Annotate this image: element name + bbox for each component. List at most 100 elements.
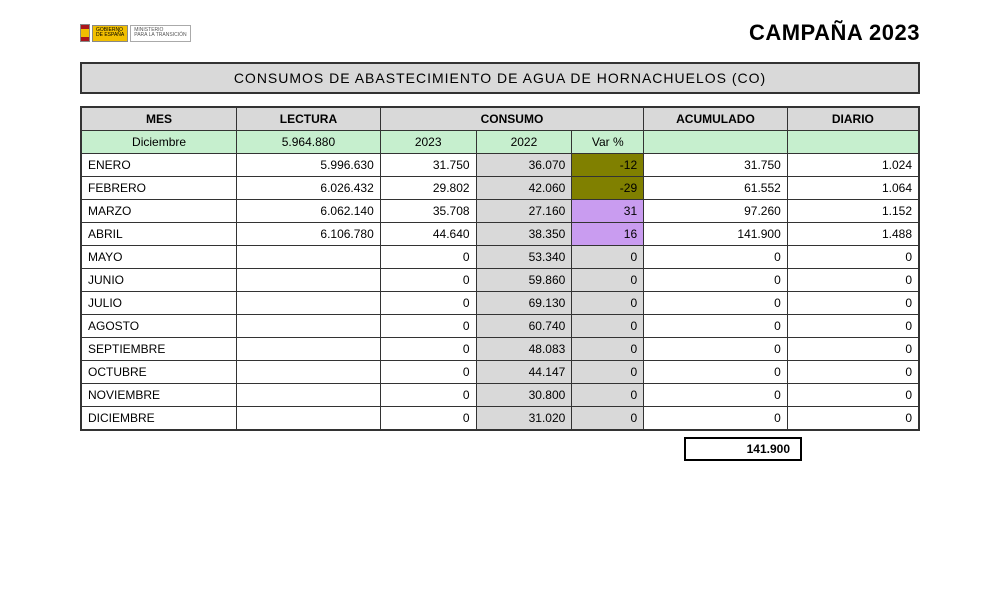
cell-diario: 0 (787, 292, 919, 315)
cell-lectura (237, 269, 381, 292)
cell-acumulado: 0 (644, 315, 788, 338)
cell-2022: 69.130 (476, 292, 572, 315)
cell-diario: 0 (787, 246, 919, 269)
cell-diario: 0 (787, 384, 919, 407)
cell-acumulado: 0 (644, 292, 788, 315)
cell-var: 16 (572, 223, 644, 246)
cell-acumulado: 61.552 (644, 177, 788, 200)
cell-mes: ENERO (81, 154, 237, 177)
logo2-line2: PARA LA TRANSICIÓN (134, 32, 186, 38)
start-mes: Diciembre (81, 131, 237, 154)
cell-mes: SEPTIEMBRE (81, 338, 237, 361)
cell-2022: 60.740 (476, 315, 572, 338)
cell-2023: 0 (380, 315, 476, 338)
cell-var: 0 (572, 338, 644, 361)
start-row: Diciembre 5.964.880 2023 2022 Var % (81, 131, 919, 154)
cell-lectura (237, 246, 381, 269)
cell-acumulado: 0 (644, 338, 788, 361)
table-title: CONSUMOS DE ABASTECIMIENTO DE AGUA DE HO… (80, 62, 920, 94)
cell-mes: DICIEMBRE (81, 407, 237, 431)
cell-2023: 35.708 (380, 200, 476, 223)
start-acc (644, 131, 788, 154)
cell-lectura: 5.996.630 (237, 154, 381, 177)
cell-lectura: 6.062.140 (237, 200, 381, 223)
cell-diario: 1.152 (787, 200, 919, 223)
cell-lectura: 6.106.780 (237, 223, 381, 246)
cell-acumulado: 0 (644, 269, 788, 292)
table-row: SEPTIEMBRE048.083000 (81, 338, 919, 361)
cell-diario: 1.488 (787, 223, 919, 246)
cell-2023: 0 (380, 407, 476, 431)
table-row: ENERO5.996.63031.75036.070-1231.7501.024 (81, 154, 919, 177)
cell-acumulado: 0 (644, 384, 788, 407)
cell-mes: FEBRERO (81, 177, 237, 200)
cell-mes: AGOSTO (81, 315, 237, 338)
sub-2022: 2022 (476, 131, 572, 154)
table-body: Diciembre 5.964.880 2023 2022 Var % ENER… (81, 131, 919, 431)
table-row: ABRIL6.106.78044.64038.35016141.9001.488 (81, 223, 919, 246)
cell-lectura (237, 315, 381, 338)
cell-acumulado: 31.750 (644, 154, 788, 177)
table-row: MARZO6.062.14035.70827.1603197.2601.152 (81, 200, 919, 223)
cell-2022: 53.340 (476, 246, 572, 269)
cell-mes: MAYO (81, 246, 237, 269)
cell-var: -12 (572, 154, 644, 177)
table-row: JULIO069.130000 (81, 292, 919, 315)
sub-2023: 2023 (380, 131, 476, 154)
cell-2023: 31.750 (380, 154, 476, 177)
cell-var: 0 (572, 361, 644, 384)
cell-diario: 1.024 (787, 154, 919, 177)
header-row: MES LECTURA CONSUMO ACUMULADO DIARIO (81, 107, 919, 131)
col-acumulado: ACUMULADO (644, 107, 788, 131)
cell-2022: 38.350 (476, 223, 572, 246)
spain-flag-icon (80, 24, 90, 42)
cell-2023: 0 (380, 246, 476, 269)
cell-acumulado: 141.900 (644, 223, 788, 246)
cell-lectura: 6.026.432 (237, 177, 381, 200)
cell-diario: 0 (787, 269, 919, 292)
cell-var: 0 (572, 246, 644, 269)
table-row: AGOSTO060.740000 (81, 315, 919, 338)
cell-lectura (237, 384, 381, 407)
cell-mes: MARZO (81, 200, 237, 223)
cell-lectura (237, 407, 381, 431)
consumption-table: MES LECTURA CONSUMO ACUMULADO DIARIO Dic… (80, 106, 920, 431)
col-lectura: LECTURA (237, 107, 381, 131)
cell-diario: 0 (787, 338, 919, 361)
table-row: MAYO053.340000 (81, 246, 919, 269)
total-value: 141.900 (684, 437, 802, 461)
cell-var: 0 (572, 315, 644, 338)
logo-text-2: MINISTERIO PARA LA TRANSICIÓN (130, 25, 190, 42)
start-lectura: 5.964.880 (237, 131, 381, 154)
cell-var: 31 (572, 200, 644, 223)
logo-line2: DE ESPAÑA (96, 32, 124, 38)
cell-diario: 0 (787, 361, 919, 384)
cell-2023: 44.640 (380, 223, 476, 246)
cell-lectura (237, 338, 381, 361)
cell-diario: 0 (787, 315, 919, 338)
cell-2023: 0 (380, 269, 476, 292)
cell-2023: 0 (380, 292, 476, 315)
cell-var: 0 (572, 384, 644, 407)
cell-var: 0 (572, 292, 644, 315)
cell-var: 0 (572, 407, 644, 431)
table-row: OCTUBRE044.147000 (81, 361, 919, 384)
cell-acumulado: 0 (644, 361, 788, 384)
cell-acumulado: 97.260 (644, 200, 788, 223)
cell-mes: ABRIL (81, 223, 237, 246)
cell-mes: NOVIEMBRE (81, 384, 237, 407)
cell-var: -29 (572, 177, 644, 200)
sub-var: Var % (572, 131, 644, 154)
cell-2023: 29.802 (380, 177, 476, 200)
cell-var: 0 (572, 269, 644, 292)
cell-diario: 0 (787, 407, 919, 431)
table-row: JUNIO059.860000 (81, 269, 919, 292)
gov-logo: GOBIERNO DE ESPAÑA MINISTERIO PARA LA TR… (80, 24, 191, 42)
campaign-title: CAMPAÑA 2023 (749, 20, 920, 46)
cell-2022: 36.070 (476, 154, 572, 177)
cell-2022: 42.060 (476, 177, 572, 200)
col-mes: MES (81, 107, 237, 131)
cell-mes: OCTUBRE (81, 361, 237, 384)
cell-2022: 59.860 (476, 269, 572, 292)
top-bar: GOBIERNO DE ESPAÑA MINISTERIO PARA LA TR… (80, 20, 920, 46)
